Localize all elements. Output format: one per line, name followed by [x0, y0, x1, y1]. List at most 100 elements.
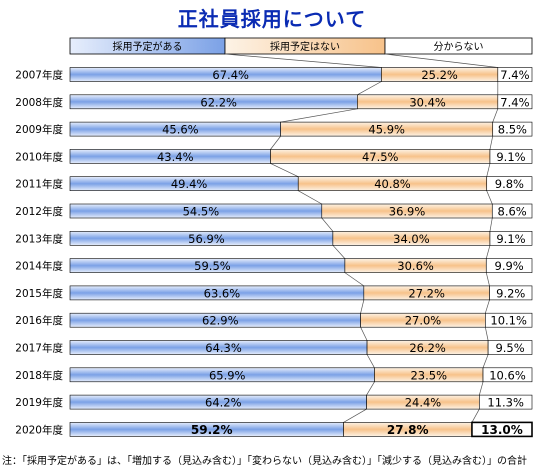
data-label-planned: 62.9% — [202, 314, 239, 328]
data-label-unknown: 9.2% — [496, 286, 525, 300]
data-label-unknown: 10.1% — [490, 314, 527, 328]
connector-line-not-planned — [486, 163, 491, 177]
category-label: 2012年度 — [15, 205, 63, 218]
bar-segment-unknown — [497, 67, 533, 82]
data-label-unknown: 7.4% — [500, 68, 529, 82]
connector-line-not-planned — [482, 354, 489, 368]
connector-line-legend-not-planned — [384, 53, 498, 68]
data-label-planned: 59.5% — [194, 259, 231, 273]
data-label-not-planned: 40.8% — [374, 177, 411, 191]
connector-line-planned — [332, 245, 346, 259]
data-label-unknown: 9.9% — [495, 259, 524, 273]
connector-line-not-planned — [471, 408, 480, 423]
data-label-planned: 65.9% — [209, 368, 246, 382]
data-label-planned: 64.3% — [205, 341, 242, 355]
data-label-planned: 62.2% — [200, 95, 237, 109]
category-label: 2020年度 — [15, 423, 63, 436]
data-label-unknown: 10.6% — [489, 368, 526, 382]
bar-segment-unknown — [489, 285, 533, 301]
legend-item-planned: 採用予定がある — [113, 40, 183, 53]
data-label-planned: 49.4% — [171, 177, 208, 191]
connector-line-not-planned — [485, 299, 490, 314]
connector-line-not-planned — [484, 327, 489, 341]
data-label-not-planned: 36.9% — [389, 205, 426, 219]
data-label-unknown: 11.3% — [487, 396, 524, 410]
connector-line-planned — [357, 81, 382, 96]
data-label-planned: 56.9% — [188, 232, 225, 246]
category-label: 2007年度 — [15, 69, 63, 82]
data-label-planned: 63.6% — [204, 286, 241, 300]
data-label-unknown: 8.6% — [498, 205, 527, 219]
connector-line-not-planned — [478, 381, 484, 396]
chart-rows: 2007年度 67.4% 25.2% 7.4% 2008年度 62.2% 30.4% 7.4%… — [15, 67, 533, 438]
connector-line-legend-planned — [224, 53, 382, 68]
connector-line-planned — [270, 135, 281, 150]
data-label-planned: 67.4% — [212, 68, 249, 82]
data-label-planned: 54.5% — [183, 205, 220, 219]
connector-line-planned — [366, 381, 375, 396]
category-label: 2018年度 — [15, 369, 63, 382]
data-label-unknown: 9.8% — [495, 177, 524, 191]
category-label: 2010年度 — [15, 150, 63, 163]
data-label-not-planned: 24.4% — [405, 396, 442, 410]
data-label-not-planned: 34.0% — [393, 232, 430, 246]
bar-segment-unknown — [486, 176, 533, 191]
data-label-planned: 43.4% — [157, 150, 194, 164]
series-connector-lines — [224, 53, 499, 423]
data-label-unknown: 7.4% — [500, 95, 529, 109]
data-label-not-planned: 30.4% — [409, 95, 446, 109]
category-label: 2015年度 — [15, 287, 63, 300]
legend-item-unknown-swatch — [384, 37, 533, 55]
footnote: 注：「採用予定がある」は、「増加する（見込み含む）」「変わらない（見込み含む）」… — [2, 456, 527, 467]
connector-line-planned — [321, 217, 334, 232]
bar-segment-unknown — [485, 312, 533, 328]
connector-line-not-planned — [485, 245, 491, 259]
connector-line-planned — [366, 354, 375, 368]
data-label-not-planned: 23.5% — [410, 368, 447, 382]
chart-title: 正社員採用について — [177, 7, 367, 31]
category-label: 2016年度 — [15, 314, 63, 327]
data-label-unknown: 9.1% — [496, 232, 525, 246]
connector-line-not-planned — [489, 136, 494, 150]
bar-segment-unknown — [489, 149, 533, 164]
chart-legend: 採用予定がある 採用予定はない 分からない — [69, 37, 533, 55]
bar-segment-unknown — [482, 367, 533, 383]
connector-line-planned — [280, 108, 358, 123]
data-label-unknown: 9.1% — [496, 150, 525, 164]
data-label-not-planned: 45.9% — [368, 123, 405, 137]
bar-segment-unknown — [489, 231, 533, 246]
data-label-not-planned: 27.8% — [387, 423, 429, 437]
bar-segment-unknown — [487, 340, 533, 355]
connector-line-planned — [298, 190, 322, 205]
data-label-planned: 64.2% — [205, 396, 242, 410]
connector-line-not-planned — [485, 272, 490, 286]
connector-line-planned — [270, 163, 299, 178]
category-label: 2011年度 — [15, 178, 63, 191]
bar-segment-unknown — [471, 421, 533, 438]
category-label: 2009年度 — [15, 123, 63, 136]
bar-segment-unknown — [479, 394, 533, 410]
category-label: 2008年度 — [15, 96, 63, 109]
bar-segment-unknown — [485, 258, 533, 273]
connector-line-not-planned — [489, 217, 493, 232]
connector-line-not-planned — [492, 108, 499, 123]
data-label-not-planned: 25.2% — [421, 68, 458, 82]
category-label: 2014年度 — [15, 260, 63, 273]
category-label: 2019年度 — [15, 396, 63, 409]
data-label-not-planned: 30.6% — [397, 259, 434, 273]
bar-segment-unknown — [491, 203, 533, 219]
connector-line-not-planned — [486, 190, 493, 205]
connector-line-planned — [343, 408, 367, 423]
data-label-not-planned: 47.5% — [362, 150, 399, 164]
bar-segment-unknown — [492, 121, 533, 137]
data-label-not-planned: 27.0% — [405, 314, 442, 328]
category-label: 2013年度 — [15, 232, 63, 245]
data-label-planned: 59.2% — [191, 423, 233, 437]
category-label: 2017年度 — [15, 342, 63, 355]
connector-line-planned — [344, 272, 365, 287]
data-label-not-planned: 27.2% — [408, 286, 445, 300]
legend-item-not-planned: 採用予定はない — [270, 40, 340, 53]
legend-item-unknown: 分からない — [434, 41, 484, 53]
data-label-unknown: 8.5% — [498, 123, 527, 137]
